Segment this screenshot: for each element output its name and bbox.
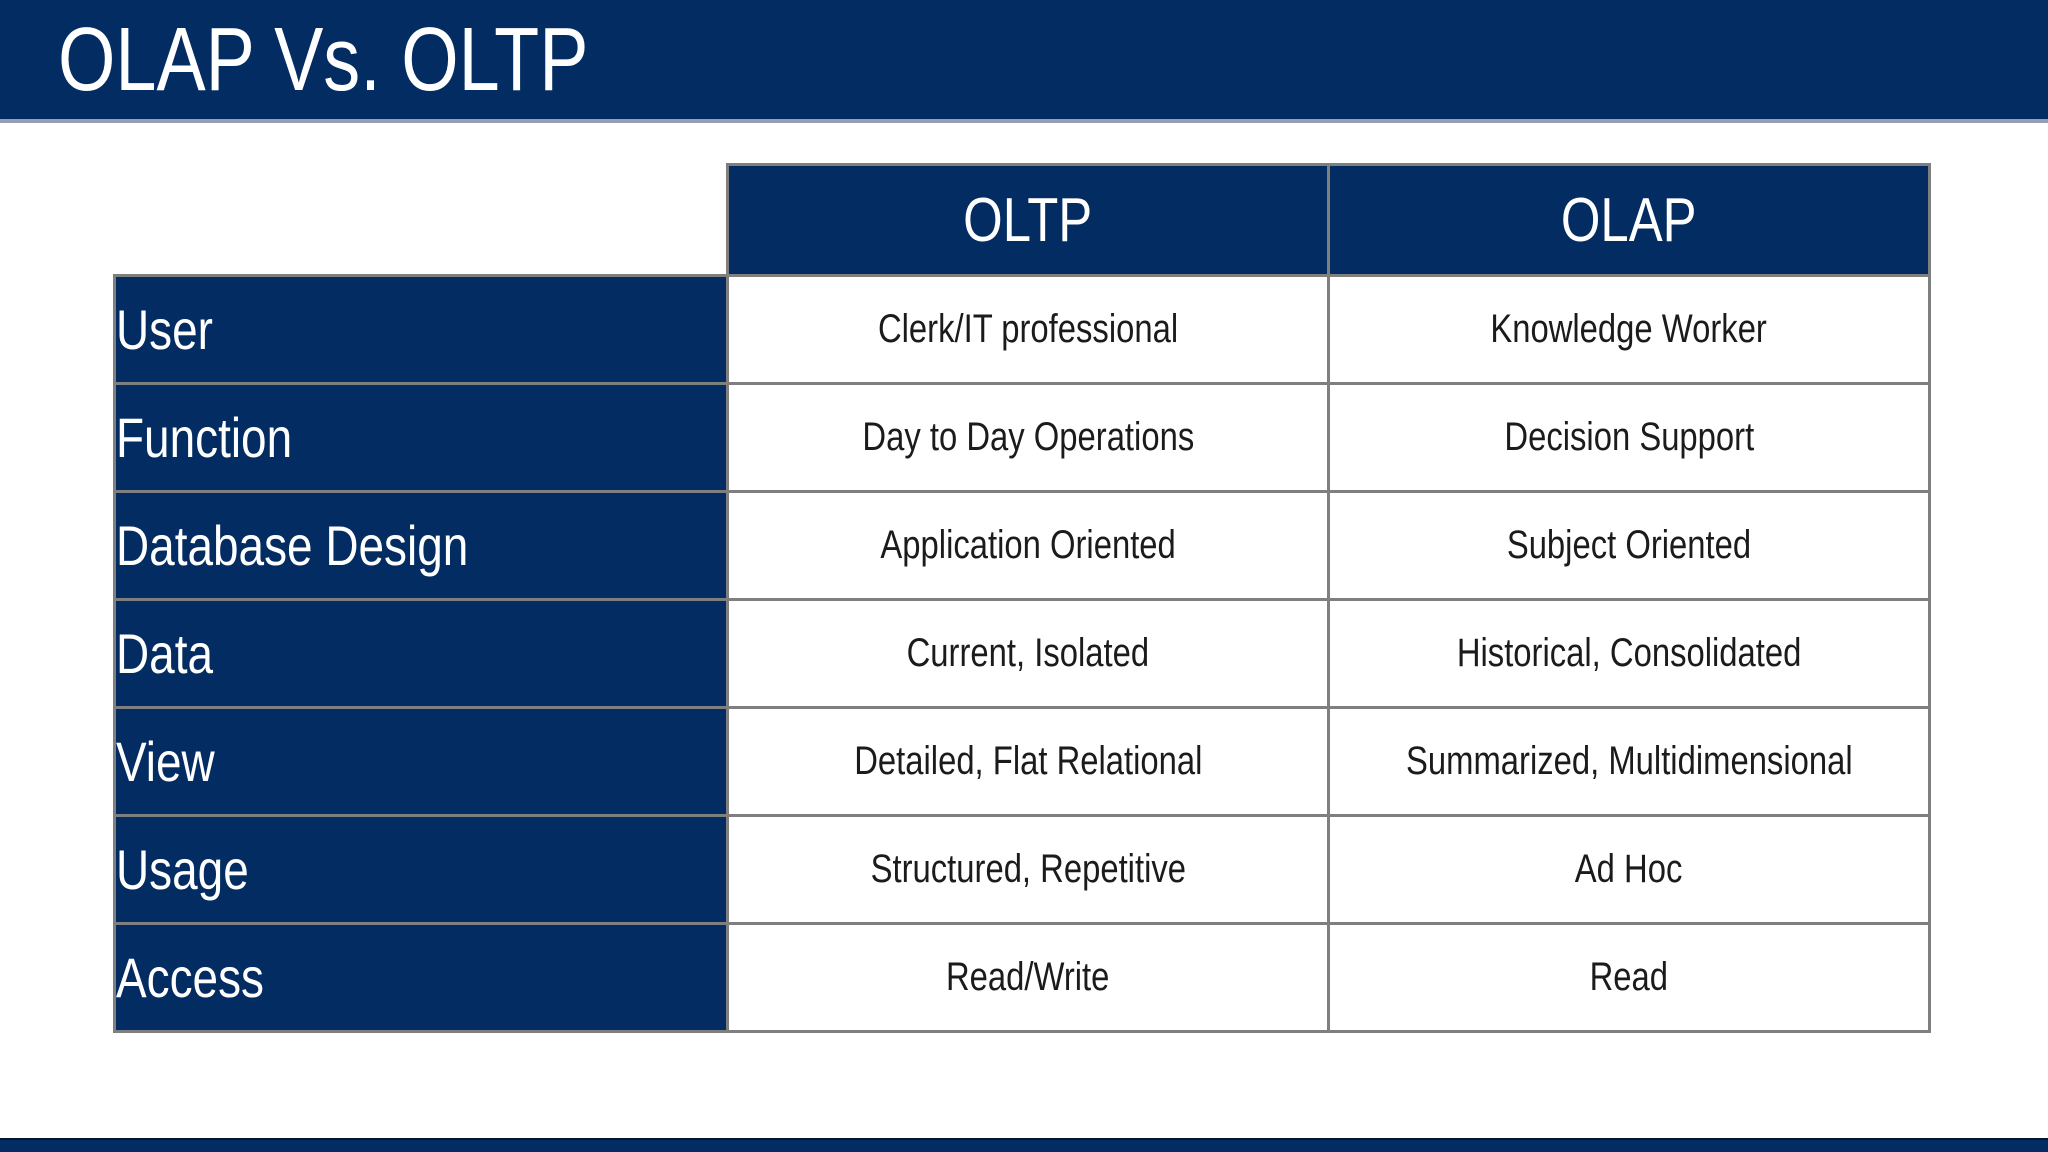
oltp-cell: Detailed, Flat Relational: [726, 706, 1330, 817]
title-banner: OLAP Vs. OLTP: [0, 0, 2048, 123]
table-row: Usage Structured, Repetitive Ad Hoc: [113, 814, 1931, 925]
page-title: OLAP Vs. OLTP: [0, 15, 705, 105]
table-row: Access Read/Write Read: [113, 922, 1931, 1033]
col-header-olap: OLAP: [1327, 163, 1931, 277]
olap-cell: Knowledge Worker: [1327, 274, 1931, 385]
header-row: OLTP OLAP: [115, 163, 1931, 277]
olap-cell: Read: [1327, 922, 1931, 1033]
oltp-cell: Read/Write: [726, 922, 1330, 1033]
oltp-cell: Application Oriented: [726, 490, 1330, 601]
row-label: Access: [113, 922, 729, 1033]
comparison-table: OLTP OLAP User Clerk/IT professional Kno…: [113, 163, 1931, 1033]
oltp-cell: Clerk/IT professional: [726, 274, 1330, 385]
row-label: Database Design: [113, 490, 729, 601]
table-row: View Detailed, Flat Relational Summarize…: [113, 706, 1931, 817]
olap-cell: Subject Oriented: [1327, 490, 1931, 601]
table-row: Data Current, Isolated Historical, Conso…: [113, 598, 1931, 709]
col-header-oltp: OLTP: [726, 163, 1330, 277]
oltp-cell: Day to Day Operations: [726, 382, 1330, 493]
olap-cell: Summarized, Multidimensional: [1327, 706, 1931, 817]
olap-cell: Decision Support: [1327, 382, 1931, 493]
corner-spacer: [115, 165, 728, 276]
page-title-text: OLAP Vs. OLTP: [58, 9, 589, 110]
table-row: Database Design Application Oriented Sub…: [113, 490, 1931, 601]
row-label: User: [113, 274, 729, 385]
table-row: Function Day to Day Operations Decision …: [113, 382, 1931, 493]
row-label: Usage: [113, 814, 729, 925]
olap-cell: Historical, Consolidated: [1327, 598, 1931, 709]
table-row: User Clerk/IT professional Knowledge Wor…: [113, 274, 1931, 385]
row-label: Function: [113, 382, 729, 493]
oltp-cell: Structured, Repetitive: [726, 814, 1330, 925]
olap-cell: Ad Hoc: [1327, 814, 1931, 925]
row-label: View: [113, 706, 729, 817]
oltp-cell: Current, Isolated: [726, 598, 1330, 709]
bottom-accent-bar: [0, 1138, 2048, 1152]
row-label: Data: [113, 598, 729, 709]
